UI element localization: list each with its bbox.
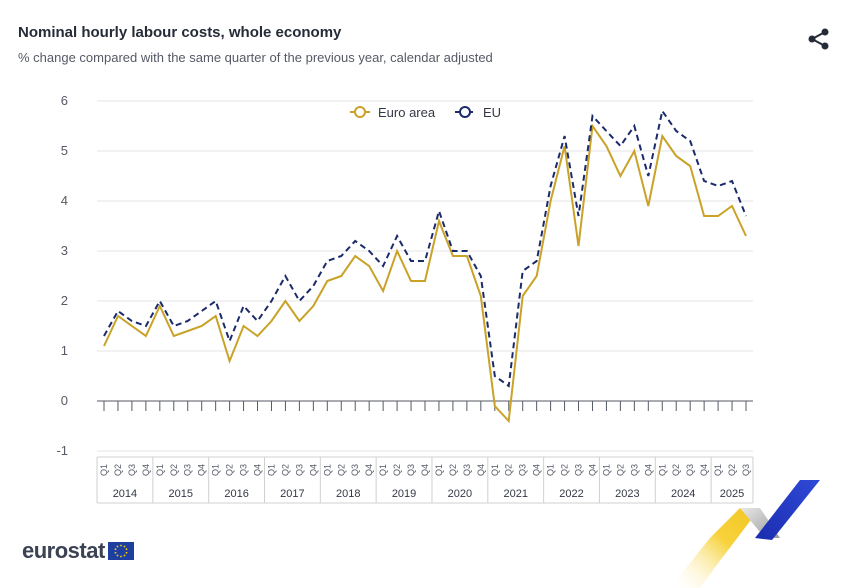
- y-tick-label: 1: [61, 343, 68, 358]
- quarter-tick-label: Q1: [657, 464, 667, 476]
- quarter-tick-label: Q4: [141, 464, 151, 476]
- quarter-tick-label: Q2: [504, 464, 514, 476]
- eurostat-chevron-graphic: [670, 480, 820, 588]
- year-label: 2022: [559, 488, 583, 500]
- quarter-tick-label: Q4: [364, 464, 374, 476]
- quarter-tick-label: Q4: [643, 464, 653, 476]
- quarter-tick-label: Q3: [629, 464, 639, 476]
- year-label: 2025: [720, 488, 744, 500]
- quarter-tick-label: Q1: [601, 464, 611, 476]
- quarter-tick-label: Q2: [169, 464, 179, 476]
- quarter-tick-label: Q1: [211, 464, 221, 476]
- year-label: 2020: [448, 488, 472, 500]
- quarter-tick-label: Q3: [685, 464, 695, 476]
- quarter-tick-label: Q2: [448, 464, 458, 476]
- quarter-tick-label: Q3: [239, 464, 249, 476]
- quarter-tick-label: Q3: [127, 464, 137, 476]
- legend-marker-euro-area: [354, 106, 366, 118]
- quarter-tick-label: Q1: [434, 464, 444, 476]
- quarter-tick-label: Q2: [113, 464, 123, 476]
- y-tick-label: 3: [61, 243, 68, 258]
- quarter-tick-label: Q3: [406, 464, 416, 476]
- quarter-tick-label: Q3: [294, 464, 304, 476]
- quarter-tick-label: Q3: [350, 464, 360, 476]
- quarter-tick-label: Q3: [518, 464, 528, 476]
- year-label: 2023: [615, 488, 639, 500]
- year-label: 2015: [169, 488, 193, 500]
- quarter-tick-label: Q2: [280, 464, 290, 476]
- legend-label-eu: EU: [483, 105, 501, 120]
- year-label: 2018: [336, 488, 360, 500]
- quarter-tick-label: Q2: [560, 464, 570, 476]
- chart-subtitle: % change compared with the same quarter …: [18, 50, 493, 65]
- quarter-tick-label: Q4: [532, 464, 542, 476]
- quarter-tick-label: Q2: [727, 464, 737, 476]
- eu-line: [103, 108, 747, 388]
- quarter-tick-label: Q1: [322, 464, 332, 476]
- quarter-tick-label: Q4: [420, 464, 430, 476]
- quarter-tick-label: Q2: [392, 464, 402, 476]
- year-label: 2024: [671, 488, 695, 500]
- quarter-tick-label: Q2: [615, 464, 625, 476]
- legend-label-euro-area: Euro area: [378, 105, 436, 120]
- quarter-tick-label: Q4: [253, 464, 263, 476]
- y-tick-label: 5: [61, 143, 68, 158]
- quarter-tick-label: Q4: [476, 464, 486, 476]
- year-label: 2017: [280, 488, 304, 500]
- eurostat-logo: eurostat: [22, 538, 134, 564]
- year-label: 2016: [224, 488, 248, 500]
- quarter-tick-label: Q1: [378, 464, 388, 476]
- quarter-tick-label: Q1: [99, 464, 109, 476]
- year-label: 2019: [392, 488, 416, 500]
- quarter-tick-label: Q3: [462, 464, 472, 476]
- quarter-tick-label: Q3: [183, 464, 193, 476]
- quarter-tick-label: Q4: [308, 464, 318, 476]
- y-tick-label: 0: [61, 393, 68, 408]
- quarter-tick-label: Q4: [699, 464, 709, 476]
- quarter-tick-label: Q4: [197, 464, 207, 476]
- quarter-tick-label: Q2: [671, 464, 681, 476]
- quarter-tick-label: Q1: [266, 464, 276, 476]
- quarter-tick-label: Q3: [741, 464, 751, 476]
- year-label: 2021: [503, 488, 527, 500]
- quarter-tick-label: Q1: [546, 464, 556, 476]
- quarter-tick-label: Q1: [155, 464, 165, 476]
- quarter-tick-label: Q2: [225, 464, 235, 476]
- y-tick-label: 2: [61, 293, 68, 308]
- legend-marker-eu: [459, 106, 471, 118]
- quarter-tick-label: Q1: [713, 464, 723, 476]
- y-tick-label: 4: [61, 193, 68, 208]
- quarter-tick-label: Q4: [587, 464, 597, 476]
- share-icon[interactable]: [806, 26, 832, 52]
- chart-title: Nominal hourly labour costs, whole econo…: [18, 24, 342, 41]
- y-tick-label: 6: [61, 93, 68, 108]
- eu-flag-icon: [107, 542, 134, 560]
- quarter-tick-label: Q3: [574, 464, 584, 476]
- y-tick-label: -1: [56, 443, 68, 458]
- year-label: 2014: [113, 488, 137, 500]
- quarter-tick-label: Q1: [490, 464, 500, 476]
- brand-name: eurostat: [22, 538, 105, 563]
- quarter-tick-label: Q2: [336, 464, 346, 476]
- euro-area-line: [103, 123, 747, 424]
